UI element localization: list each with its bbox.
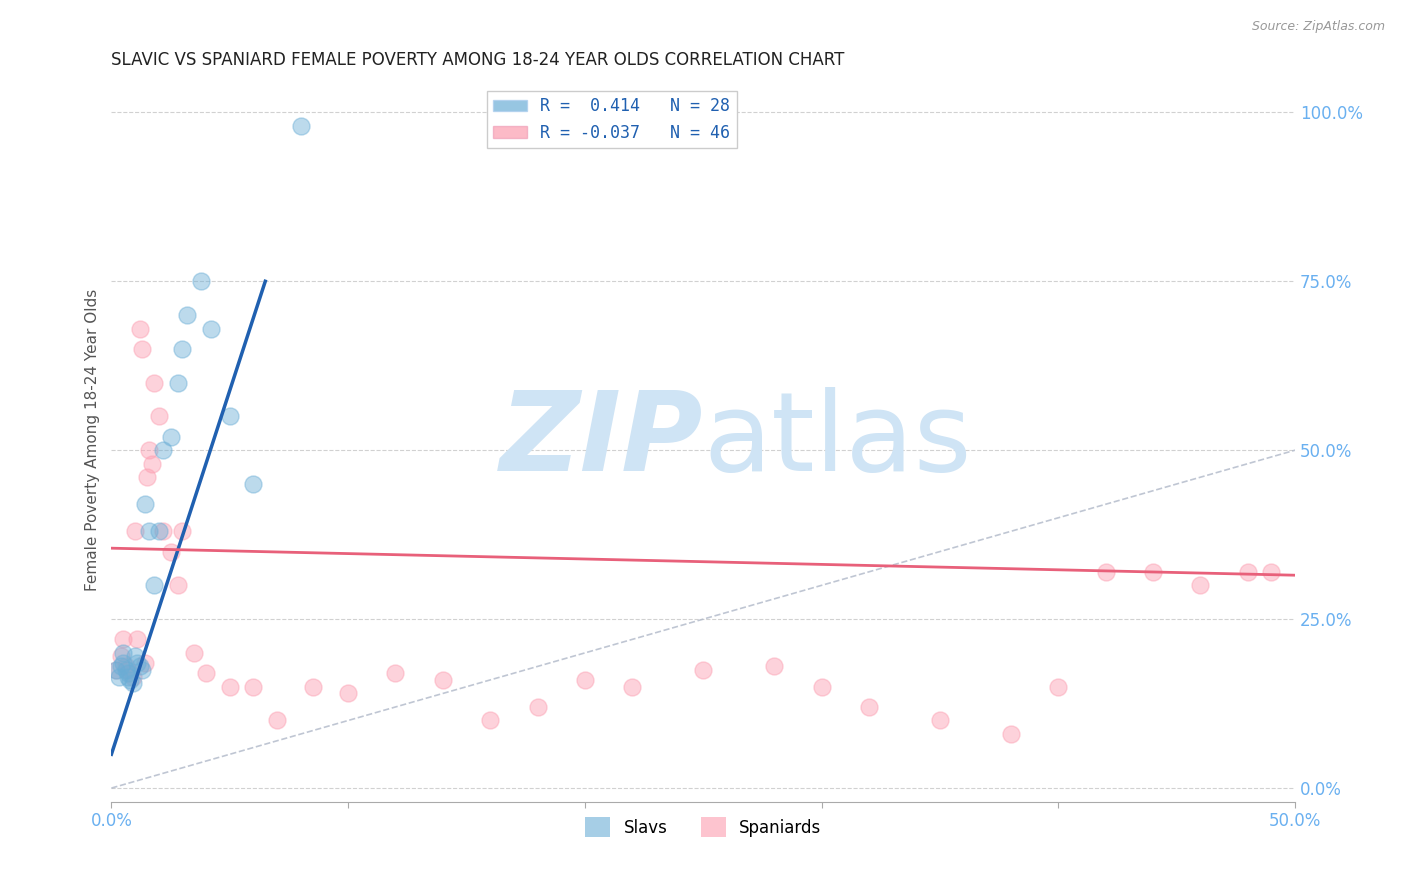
Point — [134, 497, 156, 511]
Text: Source: ZipAtlas.com: Source: ZipAtlas.com — [1251, 20, 1385, 33]
Point — [1000, 727, 1022, 741]
Text: atlas: atlas — [703, 386, 972, 493]
Point — [128, 659, 150, 673]
Point — [148, 524, 170, 539]
Point — [574, 673, 596, 687]
Point — [128, 321, 150, 335]
Point — [621, 680, 644, 694]
Point — [117, 669, 139, 683]
Point — [105, 663, 128, 677]
Point — [127, 656, 149, 670]
Point — [110, 659, 132, 673]
Point — [195, 666, 218, 681]
Point — [120, 666, 142, 681]
Point — [127, 632, 149, 647]
Point — [692, 663, 714, 677]
Point — [143, 578, 166, 592]
Point — [152, 443, 174, 458]
Point — [1260, 565, 1282, 579]
Point — [159, 430, 181, 444]
Point — [183, 646, 205, 660]
Point — [526, 700, 548, 714]
Point — [200, 321, 222, 335]
Legend: Slavs, Spaniards: Slavs, Spaniards — [578, 810, 828, 844]
Point — [159, 544, 181, 558]
Point — [1236, 565, 1258, 579]
Point — [114, 663, 136, 677]
Point — [134, 656, 156, 670]
Point — [432, 673, 454, 687]
Point — [105, 663, 128, 677]
Point — [218, 680, 240, 694]
Point — [176, 308, 198, 322]
Point — [112, 646, 135, 660]
Point — [190, 274, 212, 288]
Point — [135, 470, 157, 484]
Point — [110, 649, 132, 664]
Point — [112, 632, 135, 647]
Point — [1142, 565, 1164, 579]
Point — [152, 524, 174, 539]
Point — [1189, 578, 1212, 592]
Point — [858, 700, 880, 714]
Point — [138, 524, 160, 539]
Y-axis label: Female Poverty Among 18-24 Year Olds: Female Poverty Among 18-24 Year Olds — [86, 289, 100, 591]
Point — [763, 659, 786, 673]
Point — [166, 376, 188, 390]
Point — [242, 680, 264, 694]
Point — [148, 409, 170, 424]
Point — [114, 659, 136, 673]
Point — [112, 656, 135, 670]
Point — [218, 409, 240, 424]
Text: SLAVIC VS SPANIARD FEMALE POVERTY AMONG 18-24 YEAR OLDS CORRELATION CHART: SLAVIC VS SPANIARD FEMALE POVERTY AMONG … — [111, 51, 845, 69]
Point — [124, 649, 146, 664]
Point — [117, 663, 139, 677]
Point — [384, 666, 406, 681]
Point — [266, 714, 288, 728]
Point — [242, 477, 264, 491]
Point — [172, 342, 194, 356]
Point — [810, 680, 832, 694]
Point — [479, 714, 502, 728]
Point — [121, 669, 143, 683]
Point — [929, 714, 952, 728]
Point — [337, 686, 360, 700]
Point — [143, 376, 166, 390]
Point — [1094, 565, 1116, 579]
Text: ZIP: ZIP — [499, 386, 703, 493]
Point — [121, 676, 143, 690]
Point — [131, 342, 153, 356]
Point — [290, 119, 312, 133]
Point — [117, 666, 139, 681]
Point — [138, 443, 160, 458]
Point — [166, 578, 188, 592]
Point — [301, 680, 323, 694]
Point — [1047, 680, 1070, 694]
Point — [141, 457, 163, 471]
Point — [131, 663, 153, 677]
Point — [124, 524, 146, 539]
Point — [107, 669, 129, 683]
Point — [120, 673, 142, 687]
Point — [172, 524, 194, 539]
